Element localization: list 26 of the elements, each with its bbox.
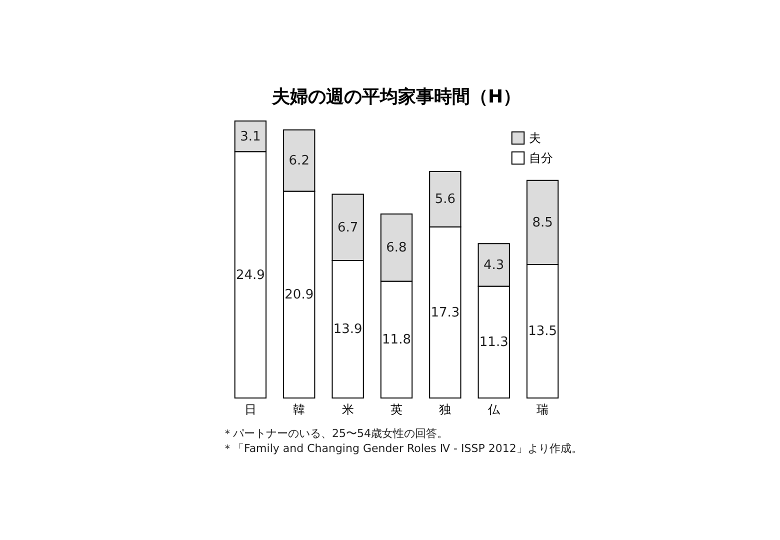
x-tick-label: 英: [390, 402, 402, 416]
data-label: 24.9: [236, 268, 265, 283]
text: ＊「Family and Changing Gender Roles Ⅳ - ISSP 2012」より作成。: [222, 442, 582, 455]
x-tick-label: 仏: [486, 402, 501, 416]
x-tick-label: 韓: [293, 402, 306, 416]
data-label: 6.8: [386, 240, 407, 256]
data-label: 3.1: [240, 129, 261, 144]
data-label: 13.5: [528, 324, 558, 340]
data-label: 6.7: [337, 220, 358, 236]
x-tick-label: 米: [342, 402, 354, 416]
x-tick-label: 独: [439, 402, 452, 416]
legend-label: 自分: [529, 151, 553, 165]
x-tick-label: 瑞: [536, 402, 549, 416]
data-label: 11.8: [382, 332, 411, 348]
chart-title: 夫婦の週の平均家事時間（H）: [270, 86, 522, 108]
text: ＊パートナーのいる、25〜54歳女性の回答。: [222, 427, 448, 440]
data-label: 5.6: [434, 192, 456, 208]
data-label: 20.9: [284, 288, 314, 303]
x-tick-label: 日: [244, 402, 256, 416]
data-label: 8.5: [532, 215, 553, 230]
data-label: 4.3: [484, 258, 504, 273]
legend-label: 夫: [529, 131, 541, 145]
data-label: 6.2: [288, 154, 310, 169]
data-label: 13.9: [333, 322, 362, 338]
data-label: 17.3: [430, 305, 460, 320]
data-label: 11.3: [479, 335, 508, 350]
